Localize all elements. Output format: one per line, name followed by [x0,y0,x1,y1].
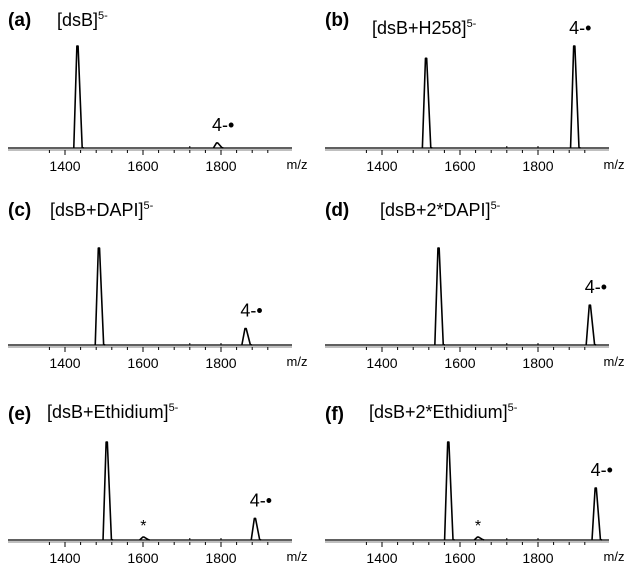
title-charge: 5- [143,200,154,212]
spectrum-plot: 1400 1600 1800 m/z 4-• [8,45,308,174]
charge-state-label: 4-• [569,18,591,38]
charge-state-label: 4-• [585,277,607,297]
title-text: [dsB] [57,10,99,30]
title-charge: 5- [507,402,518,414]
peak [72,45,84,149]
x-tick-label: 1600 [127,158,158,174]
charge-state-label: 4-• [591,460,613,480]
panel-label: (a) [8,10,32,31]
title-text: [dsB+Ethidium] [47,402,169,422]
charge-state-label: 4-• [240,301,262,321]
peak [591,487,603,541]
x-tick-label: 1800 [205,158,236,174]
x-tick-label: 1400 [49,158,80,174]
peak [473,536,485,541]
panel-b: (b) [dsB+H258]5- 1400 1600 1800 m/z 4-• [317,0,633,190]
spectrum-plot: 1400 1600 1800 m/z * 4-• [325,441,625,566]
panel-label: (c) [8,200,32,221]
spectrum-plot: 1400 1600 1800 m/z 4-• [8,247,308,371]
peak [102,441,114,541]
title-charge: 5- [168,402,179,414]
panel-title: [dsB+H258]5- [372,18,476,39]
panel-label: (b) [325,10,350,31]
x-tick-label: 1800 [522,550,553,566]
asterisk-label: * [140,518,146,535]
asterisk-label: * [475,518,481,535]
x-tick-label: 1400 [366,355,397,371]
spectrum-plot: 1400 1600 1800 m/z 4-• [325,18,625,174]
x-axis-label: m/z [287,354,308,369]
panel-title: [dsB+2*DAPI]5- [380,200,500,221]
peak [250,517,262,541]
x-tick-label: 1800 [522,355,553,371]
x-tick-label: 1600 [127,355,158,371]
spectrum-plot: 1400 1600 1800 m/z * 4-• [8,441,308,566]
peak [434,247,446,346]
panel-label: (f) [325,404,344,425]
x-tick-label: 1400 [49,355,80,371]
title-charge: 5- [466,18,477,30]
x-tick-label: 1600 [127,550,158,566]
charge-state-label: 4-• [250,490,272,510]
panel-e: (e) [dsB+Ethidium]5- 1400 1600 1800 m/z * 4-• [0,380,316,570]
title-charge: 5- [490,200,501,212]
peak [94,247,106,346]
peak [212,142,224,149]
x-tick-label: 1800 [205,550,236,566]
peak [443,441,455,541]
panel-title: [dsB+Ethidium]5- [47,402,178,423]
x-tick-label: 1400 [366,550,397,566]
peak [421,57,433,149]
panel-a: (a) [dsB]5- 1400 1600 1800 m/z 4-• [0,0,316,190]
panel-title: [dsB+DAPI]5- [50,200,153,221]
spectrum-plot: 1400 1600 1800 m/z 4-• [325,247,625,371]
title-text: [dsB+2*DAPI] [380,200,491,220]
peak [139,536,150,541]
x-tick-label: 1800 [522,158,553,174]
charge-state-label: 4-• [212,115,234,135]
x-tick-label: 1800 [205,355,236,371]
x-tick-label: 1400 [49,550,80,566]
title-charge: 5- [98,10,108,22]
title-text: [dsB+2*Ethidium] [369,402,508,422]
x-axis-label: m/z [604,549,625,564]
x-tick-label: 1600 [444,158,475,174]
title-text: [dsB+DAPI] [50,200,144,220]
panel-f: (f) [dsB+2*Ethidium]5- 1400 1600 1800 m/z * 4… [317,380,633,570]
panel-title: [dsB]5- [57,10,108,31]
x-axis-label: m/z [604,157,625,172]
x-tick-label: 1600 [444,355,475,371]
peak [241,327,253,346]
panel-label: (e) [8,404,32,425]
panel-label: (d) [325,200,350,221]
x-tick-label: 1400 [366,158,397,174]
x-axis-label: m/z [287,157,308,172]
x-axis-label: m/z [604,354,625,369]
panel-d: (d) [dsB+2*DAPI]5- 1400 1600 1800 m/z 4-• [317,190,633,380]
panel-title: [dsB+2*Ethidium]5- [369,402,517,423]
title-text: [dsB+H258] [372,18,467,38]
x-axis-label: m/z [287,549,308,564]
peak [585,304,597,346]
peak [569,45,581,149]
panel-c: (c) [dsB+DAPI]5- 1400 1600 1800 m/z 4-• [0,190,316,380]
x-tick-label: 1600 [444,550,475,566]
